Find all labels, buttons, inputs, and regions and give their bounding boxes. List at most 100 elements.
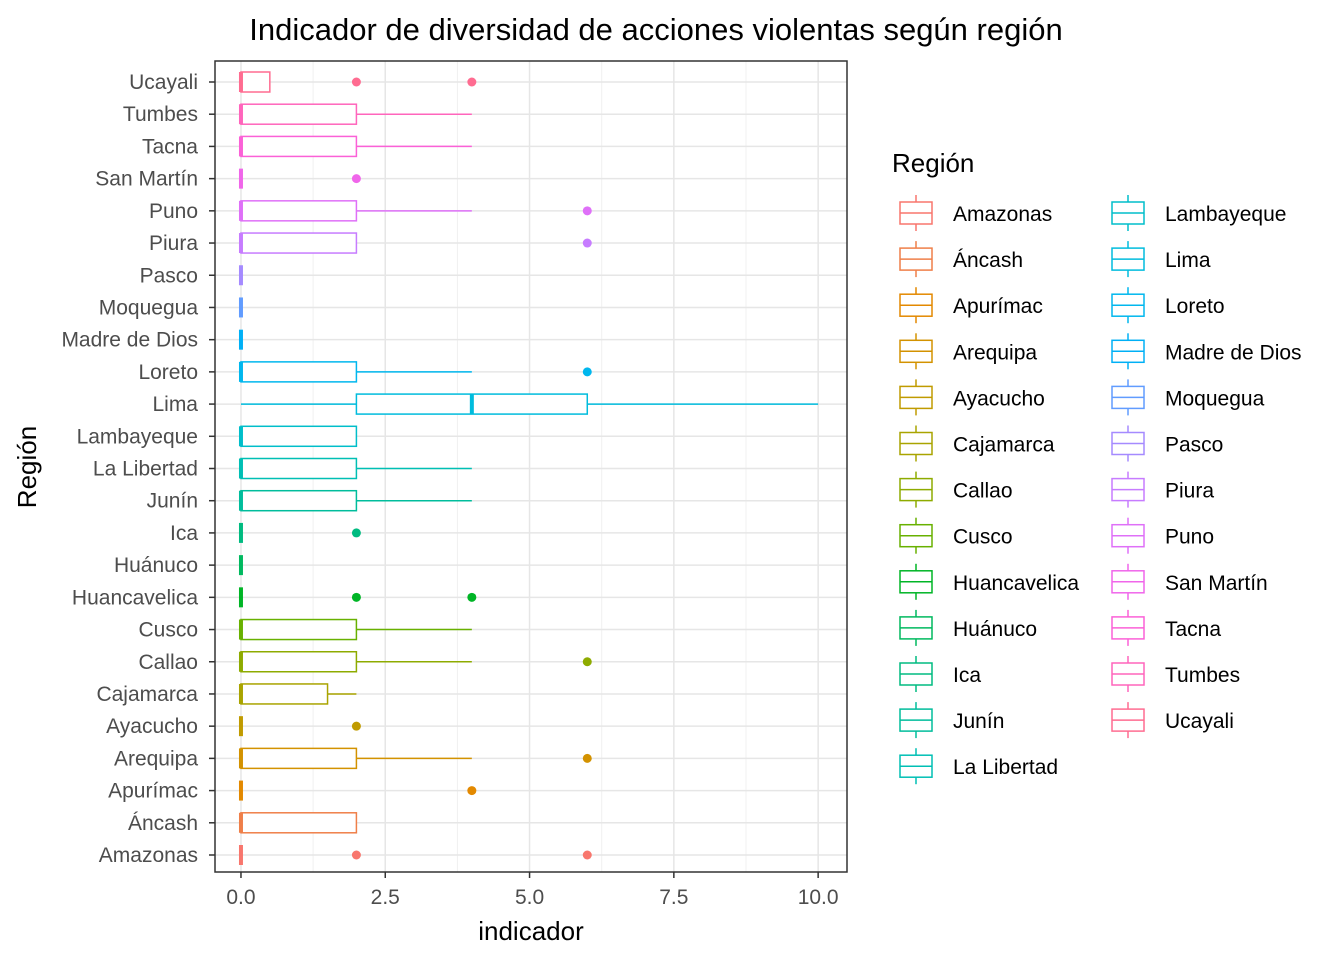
y-tick-label: Huancavelica (72, 586, 198, 609)
y-tick-label: Ayacucho (106, 715, 198, 738)
x-tick-label: 10.0 (798, 886, 839, 909)
y-tick-label: Cusco (138, 619, 198, 642)
legend-item-Apurímac: Apurímac (899, 287, 1043, 324)
legend-label: Lima (1165, 249, 1211, 272)
box-Lima (240, 393, 819, 415)
legend-title: Región (892, 148, 974, 178)
x-tick-label: 7.5 (659, 886, 688, 909)
box-Huancavelica (238, 587, 477, 608)
y-tick-label: San Martín (95, 168, 198, 191)
outlier-point (351, 528, 361, 538)
y-tick-label: Arequipa (114, 747, 198, 770)
legend-item-Tacna: Tacna (1111, 609, 1221, 646)
box-Junín (238, 489, 472, 512)
legend-label: Puno (1165, 526, 1214, 549)
legend-item-Cusco: Cusco (899, 517, 1013, 554)
y-tick-label: Ica (170, 522, 198, 545)
box-Amazonas (238, 845, 592, 865)
box-iqr (240, 135, 358, 158)
outlier-point (467, 786, 477, 796)
legend-label: Moquegua (1165, 387, 1265, 410)
outlier-point (351, 174, 361, 184)
y-tick-label: Moquegua (99, 296, 199, 319)
legend-item-Lima: Lima (1111, 241, 1211, 278)
legend-item-Madre de Dios: Madre de Dios (1111, 333, 1302, 370)
legend-label: Cajamarca (953, 434, 1055, 457)
legend-item-Arequipa: Arequipa (899, 333, 1037, 370)
box-Ica (238, 522, 361, 543)
legend-item-Amazonas: Amazonas (899, 195, 1052, 231)
box-iqr (240, 425, 358, 448)
outlier-point (351, 850, 361, 860)
outlier-point (351, 77, 361, 87)
legend-label: Callao (953, 480, 1013, 503)
box-iqr (240, 232, 358, 254)
outlier-point (582, 850, 592, 860)
x-tick-label: 5.0 (515, 886, 544, 909)
y-tick-label: Tumbes (123, 103, 198, 126)
legend-item-La Libertad: La Libertad (899, 748, 1058, 785)
x-axis-title: indicador (478, 916, 584, 946)
outlier-point (582, 753, 592, 763)
box-iqr (240, 651, 358, 673)
legend-item-Ica: Ica (899, 656, 981, 692)
box-iqr (240, 812, 358, 834)
legend-item-Huancavelica: Huancavelica (899, 563, 1079, 600)
box-iqr (240, 747, 358, 770)
box-Lambayeque (238, 425, 358, 448)
legend-label: La Libertad (953, 756, 1058, 779)
box-Tacna (238, 135, 472, 158)
legend-label: Apurímac (953, 295, 1043, 318)
box-Tumbes (238, 103, 472, 125)
x-axis-ticks: 0.0 2.5 5.0 7.5 10.0 (226, 872, 839, 909)
box-iqr (240, 361, 358, 383)
legend-item-Piura: Piura (1111, 471, 1214, 508)
legend-label: Lambayeque (1165, 203, 1286, 226)
box-iqr (240, 618, 358, 641)
legend-label: Huánuco (953, 618, 1037, 641)
legend-item-Loreto: Loreto (1111, 287, 1225, 324)
outlier-point (582, 238, 592, 248)
box-Ucayali (238, 71, 477, 93)
y-tick-label: Madre de Dios (61, 329, 198, 352)
legend: Región Amazonas Áncash Apurímac Arequipa Aya… (892, 148, 1302, 785)
box-La Libertad (238, 457, 472, 480)
box-Puno (238, 200, 592, 222)
y-tick-label: Pasco (140, 264, 198, 287)
box-iqr (240, 683, 329, 705)
y-tick-label: Huánuco (114, 554, 198, 577)
y-tick-label: Piura (149, 232, 198, 255)
y-tick-label: Callao (138, 651, 198, 674)
legend-item-Callao: Callao (899, 471, 1013, 508)
y-tick-label: Puno (149, 200, 198, 223)
legend-label: Piura (1165, 480, 1214, 503)
legend-item-Junín: Junín (899, 702, 1004, 739)
box-iqr (240, 457, 358, 480)
box-iqr (240, 489, 358, 512)
y-tick-label: Junín (147, 490, 198, 513)
legend-label: Madre de Dios (1165, 341, 1302, 364)
outlier-point (351, 592, 361, 602)
outlier-point (467, 77, 477, 87)
legend-item-Moquegua: Moquegua (1111, 379, 1265, 416)
box-Loreto (238, 361, 592, 383)
legend-label: Arequipa (953, 341, 1037, 364)
legend-item-Ucayali: Ucayali (1111, 702, 1234, 739)
legend-item-Puno: Puno (1111, 517, 1214, 554)
box-Arequipa (238, 747, 592, 770)
legend-item-San Martín: San Martín (1111, 563, 1268, 600)
legend-item-Áncash: Áncash (899, 241, 1023, 278)
legend-label: Loreto (1165, 295, 1225, 318)
y-tick-label: Áncash (128, 812, 198, 835)
outlier-point (582, 367, 592, 377)
box-Piura (238, 232, 592, 254)
y-tick-label: Loreto (138, 361, 198, 384)
legend-label: Ucayali (1165, 710, 1234, 733)
outlier-point (467, 592, 477, 602)
legend-label: Junín (953, 710, 1004, 733)
outlier-point (582, 657, 592, 667)
y-axis-title: Región (12, 426, 42, 508)
x-tick-label: 2.5 (371, 886, 400, 909)
y-tick-label: Tacna (142, 135, 198, 158)
